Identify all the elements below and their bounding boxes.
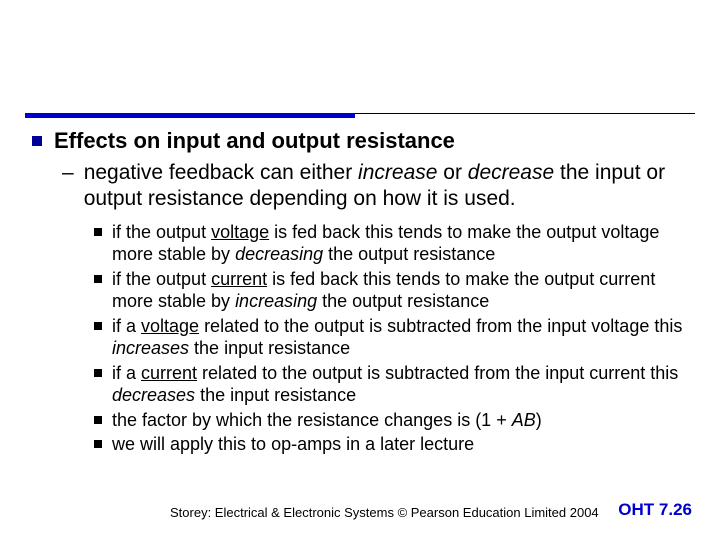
item-seg-c: ) xyxy=(536,410,542,430)
list-item-text: the factor by which the resistance chang… xyxy=(112,409,542,432)
list-item: we will apply this to op-amps in a later… xyxy=(94,433,695,456)
item-seg-italic: increasing xyxy=(235,291,317,311)
item-seg-italic: decreasing xyxy=(235,244,323,264)
page-number: OHT 7.26 xyxy=(618,500,692,520)
item-seg-b: related to the output is subtracted from… xyxy=(199,316,682,336)
list-item: if the output current is fed back this t… xyxy=(94,268,695,313)
dash-bullet-icon: – xyxy=(62,160,74,186)
item-seg-a: if the output xyxy=(112,222,211,242)
item-seg-a: if a xyxy=(112,363,141,383)
item-seg-underline: current xyxy=(141,363,197,383)
item-seg-c: the output resistance xyxy=(317,291,489,311)
item-seg-a: if the output xyxy=(112,269,211,289)
divider-accent xyxy=(25,113,355,118)
item-seg-c: the input resistance xyxy=(189,338,350,358)
subheading-row: – negative feedback can either increase … xyxy=(62,160,695,213)
item-seg-underline: current xyxy=(211,269,267,289)
square-bullet-icon xyxy=(94,440,102,448)
footer: Storey: Electrical & Electronic Systems … xyxy=(0,500,720,520)
list-item-text: we will apply this to op-amps in a later… xyxy=(112,433,474,456)
square-bullet-icon xyxy=(32,136,42,146)
sub-pre: negative feedback can either xyxy=(84,161,358,184)
item-seg-a: if a xyxy=(112,316,141,336)
sub-i2: decrease xyxy=(468,161,554,184)
item-seg-b: related to the output is subtracted from… xyxy=(197,363,678,383)
list-item: if a current related to the output is su… xyxy=(94,362,695,407)
sub-i1: increase xyxy=(358,161,437,184)
subheading-text: negative feedback can either increase or… xyxy=(84,160,695,213)
list-item-text: if the output voltage is fed back this t… xyxy=(112,221,695,266)
list-item-text: if a voltage related to the output is su… xyxy=(112,315,695,360)
list-item-text: if a current related to the output is su… xyxy=(112,362,695,407)
item-seg-a: we will apply this to op-amps in a later… xyxy=(112,434,474,454)
footer-credit: Storey: Electrical & Electronic Systems … xyxy=(170,505,599,520)
heading-text: Effects on input and output resistance xyxy=(54,128,455,154)
square-bullet-icon xyxy=(94,416,102,424)
list-item: if the output voltage is fed back this t… xyxy=(94,221,695,266)
square-bullet-icon xyxy=(94,228,102,236)
item-seg-italic: decreases xyxy=(112,385,195,405)
item-seg-underline: voltage xyxy=(211,222,269,242)
heading-row: Effects on input and output resistance xyxy=(32,128,695,154)
item-seg-c: the output resistance xyxy=(323,244,495,264)
square-bullet-icon xyxy=(94,322,102,330)
item-seg-italic: increases xyxy=(112,338,189,358)
slide-body: Effects on input and output resistance –… xyxy=(32,128,695,458)
item-seg-a: the factor by which the resistance chang… xyxy=(112,410,512,430)
list-item: if a voltage related to the output is su… xyxy=(94,315,695,360)
bullet-list: if the output voltage is fed back this t… xyxy=(32,221,695,456)
item-seg-underline: voltage xyxy=(141,316,199,336)
item-seg-c: the input resistance xyxy=(195,385,356,405)
item-seg-italic: AB xyxy=(512,410,536,430)
list-item: the factor by which the resistance chang… xyxy=(94,409,695,432)
square-bullet-icon xyxy=(94,275,102,283)
list-item-text: if the output current is fed back this t… xyxy=(112,268,695,313)
square-bullet-icon xyxy=(94,369,102,377)
sub-mid: or xyxy=(437,161,467,184)
